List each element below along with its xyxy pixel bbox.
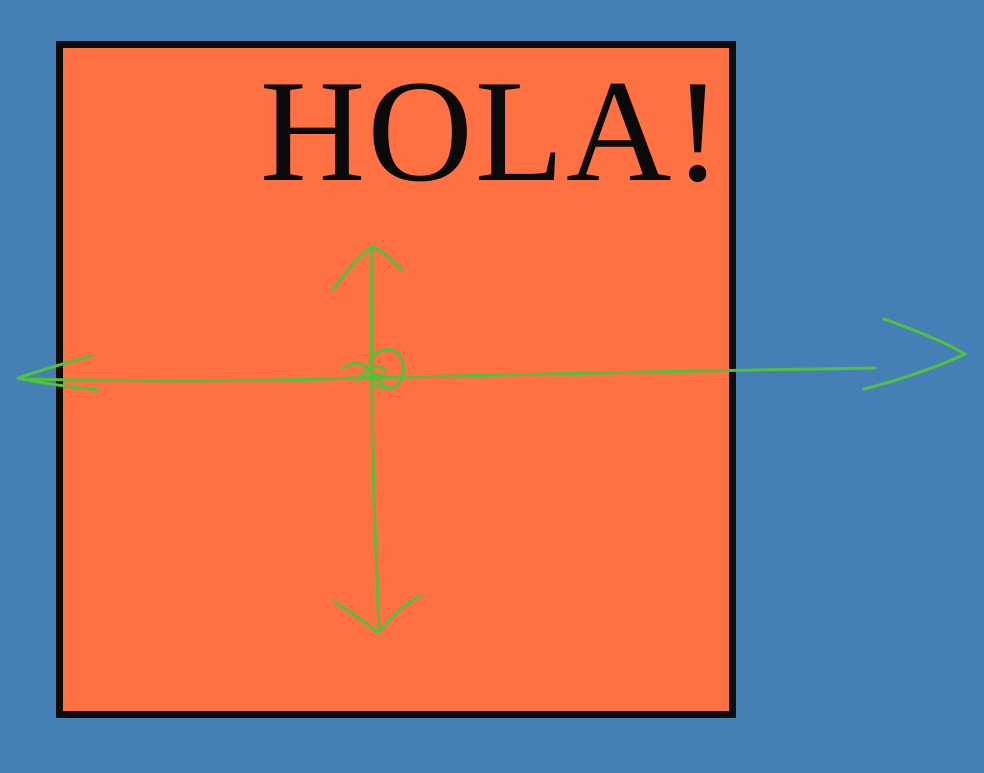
horizontal-axis-line — [20, 366, 877, 383]
headline-text: HOLA! — [259, 50, 725, 212]
right-arrow-icon — [862, 317, 967, 391]
down-arrow-icon — [333, 594, 423, 635]
origin-mark-icon — [341, 347, 405, 390]
left-arrow-icon — [16, 354, 100, 392]
vertical-axis-line — [370, 246, 381, 632]
up-arrow-icon — [331, 244, 404, 292]
